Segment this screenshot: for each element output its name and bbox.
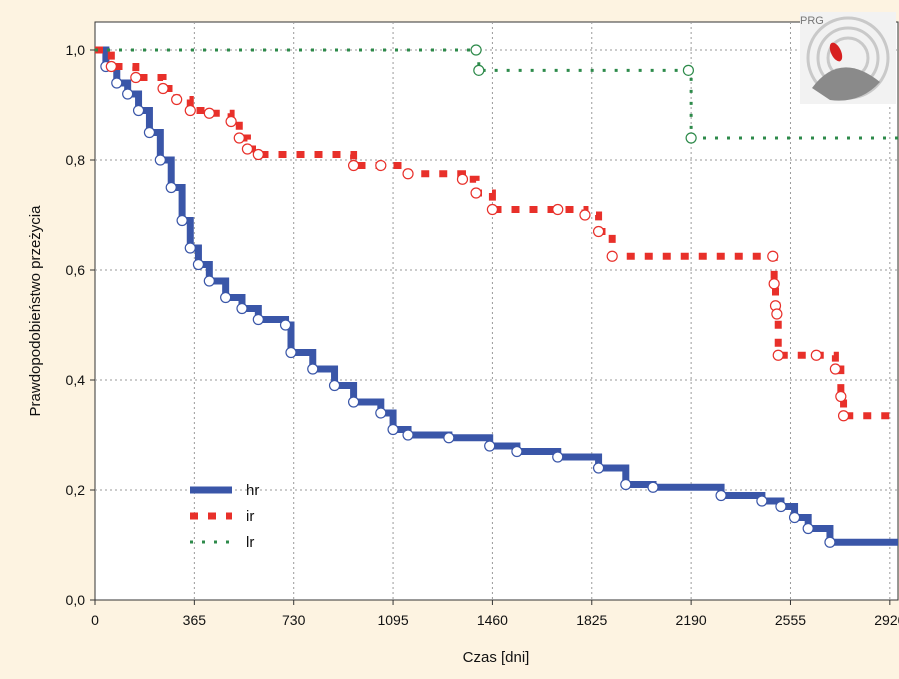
logo-text: PRG: [800, 15, 824, 27]
series-marker-ir: [829, 363, 841, 375]
series-marker-lr: [682, 64, 695, 76]
series-marker-ir: [771, 308, 783, 320]
series-marker-hr: [252, 313, 264, 326]
series-marker-ir: [105, 60, 117, 73]
series-marker-ir: [810, 349, 822, 361]
series-marker-ir: [606, 250, 618, 262]
y-tick-label: 0,8: [66, 152, 86, 168]
series-marker-ir: [157, 82, 169, 95]
series-marker-ir: [772, 349, 784, 361]
series-marker-ir: [837, 410, 850, 422]
legend-label-lr: lr: [246, 534, 254, 551]
series-marker-hr: [184, 242, 196, 254]
series-marker-hr: [775, 500, 787, 513]
series-marker-hr: [111, 77, 123, 89]
series-marker-hr: [443, 432, 455, 444]
series-marker-hr: [122, 88, 134, 100]
series-marker-ir: [225, 115, 237, 128]
x-tick-label: 2190: [676, 612, 707, 628]
series-marker-hr: [647, 481, 659, 493]
x-tick-label: 365: [183, 612, 207, 628]
series-marker-lr: [685, 132, 697, 144]
series-marker-hr: [279, 319, 292, 331]
series-marker-hr: [802, 522, 814, 535]
y-tick-label: 0,2: [66, 482, 86, 498]
series-marker-ir: [203, 107, 215, 119]
series-marker-hr: [307, 363, 319, 375]
x-tick-label: 0: [91, 612, 99, 628]
series-marker-ir: [592, 225, 605, 238]
series-marker-hr: [788, 511, 801, 524]
x-axis-title: Czas [dni]: [463, 649, 530, 666]
legend-label-ir: ir: [246, 508, 254, 525]
series-marker-hr: [756, 495, 768, 507]
series-marker-ir: [375, 159, 387, 172]
series-marker-hr: [620, 478, 632, 491]
x-tick-label: 1095: [377, 612, 408, 628]
series-marker-hr: [347, 396, 360, 408]
y-tick-label: 0,4: [66, 372, 86, 388]
y-axis: 0,0 0,2 0,4 0,6 0,8 1,0: [66, 42, 95, 608]
x-tick-label: 1460: [477, 612, 508, 628]
x-tick-label: 2555: [775, 612, 806, 628]
series-marker-ir: [767, 250, 779, 262]
series-marker-hr: [154, 154, 166, 166]
series-marker-lr: [470, 44, 482, 56]
series-marker-hr: [824, 536, 836, 548]
series-marker-hr: [375, 407, 387, 419]
series-marker-hr: [192, 258, 205, 271]
grid: [95, 22, 898, 600]
series-marker-hr: [592, 462, 605, 474]
y-tick-label: 1,0: [66, 42, 86, 58]
series-marker-hr: [402, 429, 414, 441]
series-marker-ir: [347, 159, 360, 172]
y-axis-title: Prawdopodobieństwo przeżycia: [27, 205, 44, 417]
y-tick-label: 0,6: [66, 262, 86, 278]
series-marker-hr: [143, 126, 156, 139]
series-marker-ir: [768, 278, 780, 290]
series-marker-lr: [473, 64, 485, 76]
series-marker-ir: [241, 143, 254, 155]
series-marker-hr: [176, 214, 188, 227]
series-marker-hr: [552, 451, 564, 463]
series-marker-ir: [252, 148, 264, 161]
series-marker-ir: [402, 168, 414, 180]
legend-label-hr: hr: [246, 482, 259, 499]
series-marker-hr: [203, 275, 215, 287]
series-marker-hr: [328, 379, 341, 392]
series-marker-ir: [579, 209, 591, 221]
prg-logo: PRG: [800, 12, 896, 104]
series-marker-ir: [470, 187, 482, 199]
series-marker-ir: [486, 203, 499, 216]
series-marker-hr: [715, 489, 727, 502]
series-marker-ir: [171, 93, 183, 106]
series-marker-hr: [484, 440, 496, 452]
series-marker-ir: [456, 173, 469, 185]
series-marker-ir: [835, 390, 847, 403]
series-marker-hr: [285, 346, 297, 359]
series-line-ir: [95, 46, 898, 420]
series-group: [95, 44, 898, 548]
series-marker-ir: [184, 104, 196, 117]
series-marker-hr: [387, 423, 399, 436]
x-tick-label: 1825: [576, 612, 607, 628]
series-marker-ir: [552, 203, 564, 216]
x-tick-label: 730: [282, 612, 306, 628]
series-marker-ir: [233, 132, 245, 144]
legend: hr ir lr: [190, 482, 259, 551]
series-marker-ir: [130, 71, 142, 84]
y-tick-label: 0,0: [66, 592, 86, 608]
series-marker-hr: [220, 291, 232, 304]
series-marker-hr: [132, 104, 145, 117]
series-marker-hr: [165, 181, 177, 194]
series-line-lr: [95, 48, 898, 140]
series-marker-hr: [236, 302, 248, 315]
series-marker-hr: [511, 445, 523, 458]
